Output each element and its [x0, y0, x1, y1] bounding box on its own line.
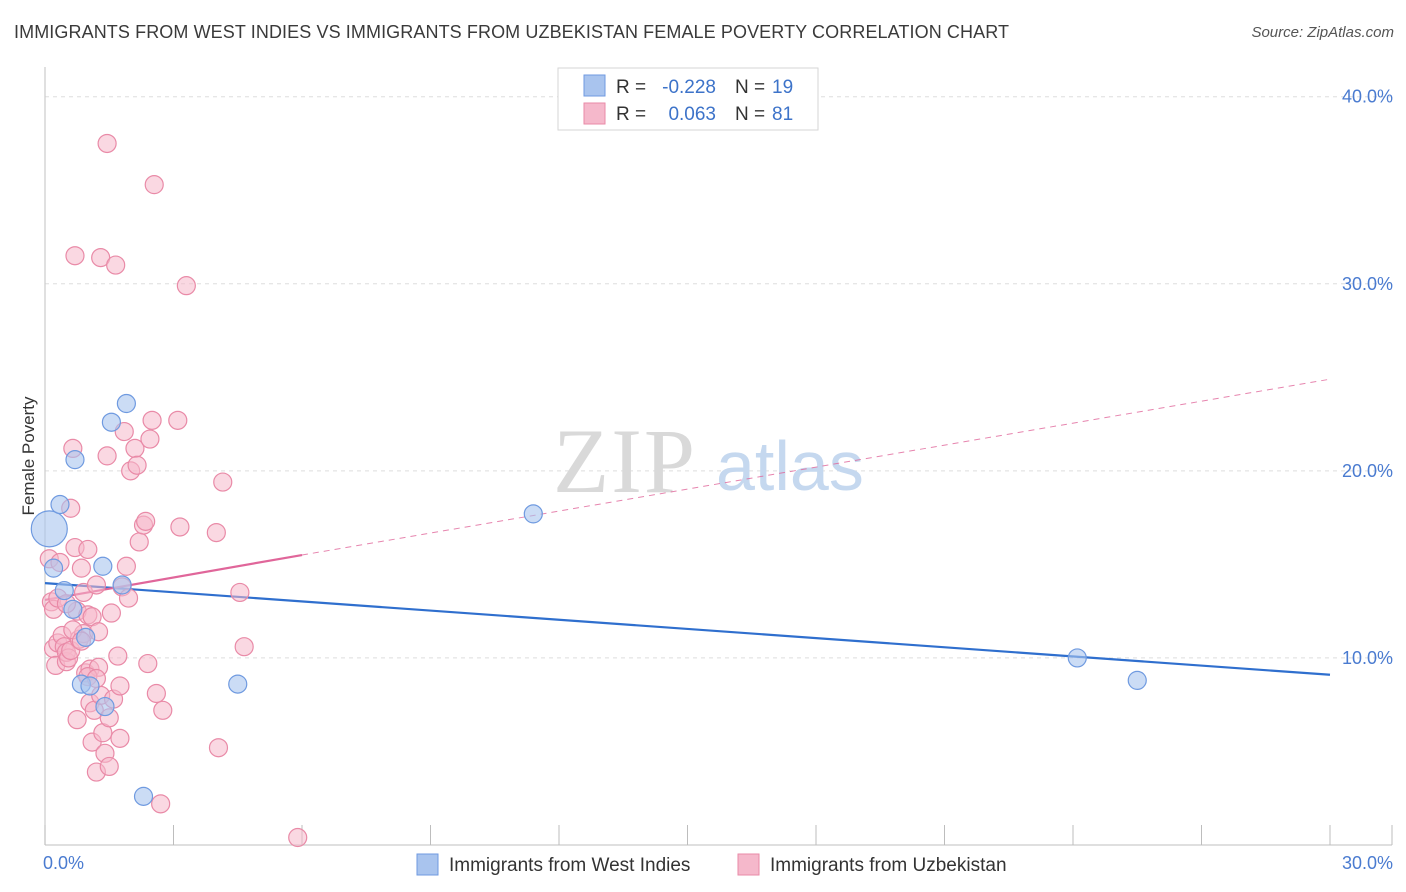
west-indies-point — [93, 556, 113, 576]
uzbekistan-point — [146, 683, 166, 704]
west-indies-point — [1127, 670, 1147, 690]
uzbekistan-point — [97, 133, 117, 154]
uzbekistan-point — [116, 556, 136, 576]
west-indies-points — [30, 393, 1147, 806]
uzbekistan-point — [140, 429, 160, 449]
uzbekistan-point — [86, 575, 107, 595]
y-tick-label: 10.0% — [1342, 648, 1393, 668]
legend-n-label-2: N = — [735, 104, 765, 125]
bottom-legend-swatch-blue — [416, 853, 439, 876]
uzbekistan-point — [144, 175, 164, 195]
y-axis-label: Female Poverty — [19, 396, 38, 516]
uzbekistan-point — [208, 738, 229, 758]
legend-r-label-1: R = — [616, 77, 646, 98]
west-indies-point — [116, 393, 136, 414]
west-indies-point — [43, 558, 64, 578]
legend-n-label-1: N = — [735, 77, 765, 98]
west-indies-point — [50, 494, 70, 515]
uzbekistan-point — [65, 246, 85, 266]
bottom-legend-swatch-pink — [737, 853, 760, 876]
legend-swatch-blue — [583, 74, 606, 97]
uzbekistan-point — [101, 603, 121, 623]
west-indies-point — [133, 786, 154, 806]
watermark-atlas: atlas — [716, 427, 864, 505]
watermark-zip: ZIP — [553, 410, 697, 512]
uzbekistan-point — [97, 446, 117, 466]
y-tick-label: 30.0% — [1342, 274, 1393, 294]
west-indies-point — [54, 580, 74, 601]
uzbekistan-point — [67, 710, 87, 730]
uzbekistan-point — [110, 728, 130, 748]
uzbekistan-point — [78, 539, 98, 560]
x-tick-label: 30.0% — [1342, 853, 1393, 873]
uzbekistan-point — [71, 558, 92, 578]
legend-n-value-1: 19 — [772, 77, 793, 98]
source-label: Source: ZipAtlas.com — [1251, 24, 1394, 41]
uzbekistan-point — [234, 637, 254, 657]
uzbekistan-point — [288, 827, 308, 848]
uzbekistan-point — [127, 455, 147, 475]
west-indies-point — [101, 412, 121, 432]
west-indies-point — [80, 676, 100, 696]
legend-swatch-pink — [583, 102, 606, 125]
uzbekistan-point — [114, 421, 134, 442]
uzbekistan-point — [151, 794, 171, 814]
axes — [44, 67, 1393, 846]
uzbekistan-point — [106, 255, 126, 275]
legend-n-value-2: 81 — [772, 104, 793, 125]
uzbekistan-points — [39, 133, 308, 848]
legend-r-label-2: R = — [616, 104, 646, 125]
uzbekistan-point — [110, 676, 130, 696]
uzbekistan-point — [153, 700, 173, 720]
tick-labels: 10.0% 20.0% 30.0% 40.0% 0.0% 30.0% — [43, 87, 1393, 873]
west-indies-point — [228, 674, 248, 694]
x-tick-label: 0.0% — [43, 853, 84, 873]
uzbekistan-point — [168, 410, 188, 430]
legend-r-value-2: 0.063 — [668, 104, 716, 125]
uzbekistan-point — [138, 653, 158, 674]
uzbekistan-point — [206, 522, 226, 543]
uzbekistan-point — [142, 410, 162, 430]
uzbekistan-point — [136, 511, 156, 531]
west-indies-point — [30, 510, 68, 548]
west-indies-point — [1067, 648, 1087, 668]
uzbekistan-point — [176, 276, 196, 296]
y-tick-label: 20.0% — [1342, 461, 1393, 481]
y-tick-label: 40.0% — [1342, 87, 1393, 107]
uzbekistan-point — [213, 472, 233, 492]
west-indies-point — [523, 504, 543, 524]
uzbekistan-point — [230, 582, 250, 603]
west-indies-point — [65, 450, 85, 470]
bottom-legend-label-blue: Immigrants from West Indies — [449, 855, 690, 876]
west-indies-point — [76, 627, 96, 647]
west-indies-point — [95, 696, 115, 717]
west-indies-point — [112, 575, 132, 595]
bottom-legend-label-pink: Immigrants from Uzbekistan — [770, 855, 1007, 876]
legend-r-value-1: -0.228 — [662, 77, 716, 98]
chart-title: IMMIGRANTS FROM WEST INDIES VS IMMIGRANT… — [14, 22, 1010, 42]
west-indies-point — [63, 599, 83, 619]
uzbekistan-point — [170, 517, 190, 537]
correlation-legend: R = -0.228 N = 19 R = 0.063 N = 81 — [557, 67, 819, 131]
uzbekistan-point — [108, 646, 128, 666]
series-legend: Immigrants from West Indies Immigrants f… — [416, 853, 1007, 876]
uzbekistan-trend-extension — [301, 378, 1331, 556]
west-indies-trend-line — [44, 582, 1331, 676]
grid-lines — [45, 96, 1392, 659]
uzbekistan-point — [99, 756, 119, 777]
uzbekistan-point — [129, 532, 149, 552]
